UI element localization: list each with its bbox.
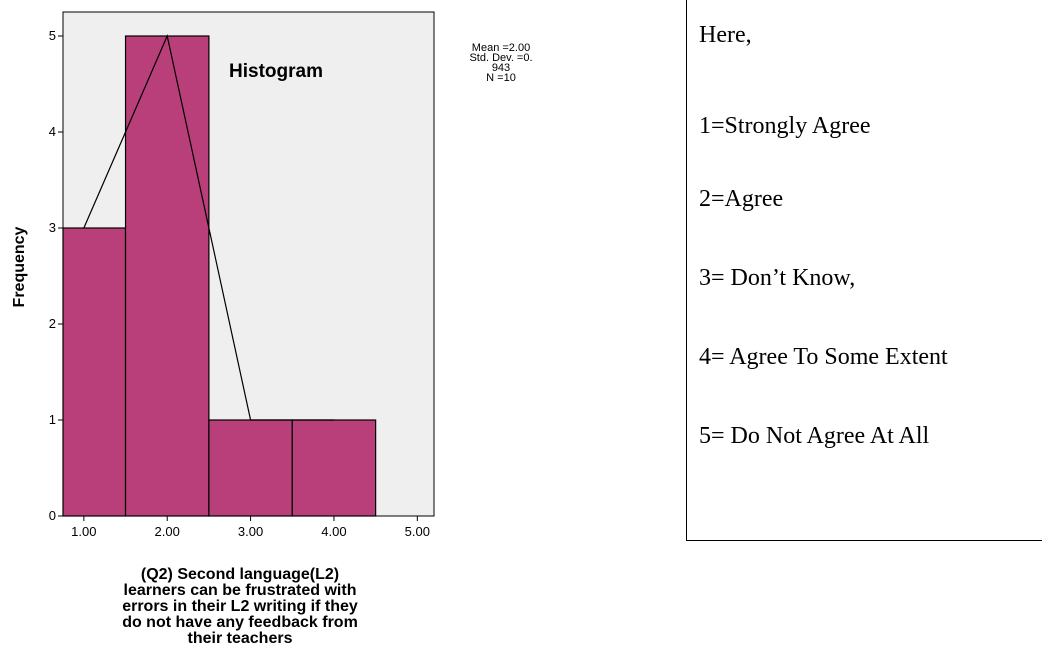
legend-item: 5= Do Not Agree At All	[699, 423, 930, 449]
legend-item: 1=Strongly Agree	[699, 113, 871, 139]
stats-line: Std. Dev. =0.	[469, 52, 532, 64]
x-axis-label-line: their teachers	[187, 630, 293, 647]
chart-title: Histogram	[229, 61, 323, 82]
legend-heading: Here,	[699, 22, 752, 48]
histogram-bar	[291, 419, 377, 517]
legend-item: 4= Agree To Some Extent	[699, 344, 948, 370]
y-tick-label: 3	[49, 220, 56, 235]
y-tick-label: 0	[49, 508, 56, 523]
stats-line: Mean =2.00	[472, 42, 530, 54]
histogram-bar	[62, 227, 127, 517]
y-axis-label: Frequency	[11, 226, 28, 307]
legend-item: 2=Agree	[699, 186, 784, 212]
histogram-bar	[208, 419, 293, 517]
y-tick-label: 1	[49, 412, 56, 427]
x-axis-label-line: learners can be frustrated with	[123, 582, 357, 599]
x-tick-label: 5.00	[405, 524, 430, 539]
scale-legend-box: Here, 1=Strongly Agree 2=Agree 3= Don’t …	[686, 0, 1042, 541]
x-tick-label: 2.00	[155, 524, 180, 539]
histogram-bar	[124, 35, 210, 517]
stats-line: 943	[492, 62, 510, 74]
x-tick-label: 3.00	[238, 524, 263, 539]
legend-item: 3= Don’t Know,	[699, 265, 856, 291]
stats-line: N =10	[486, 72, 516, 84]
y-tick-label: 2	[49, 316, 56, 331]
x-axis-label-line: errors in their L2 writing if they	[122, 598, 358, 615]
x-tick-label: 4.00	[321, 524, 346, 539]
y-tick-label: 5	[49, 28, 56, 43]
histogram-chart: 0 1 2 3 4 5 1.00 2.00 3.00 4.00 5.00 Frequency Hi…	[11, 11, 533, 539]
x-axis-label-line: (Q2) Second language(L2)	[140, 566, 340, 583]
y-tick-label: 4	[49, 124, 56, 139]
x-tick-label: 1.00	[71, 524, 96, 539]
x-axis-label-line: do not have any feedback from	[122, 614, 358, 631]
frequency-polygon-line	[83, 34, 334, 421]
x-axis-label: (Q2) Second language(L2) learners can be…	[40, 567, 440, 647]
